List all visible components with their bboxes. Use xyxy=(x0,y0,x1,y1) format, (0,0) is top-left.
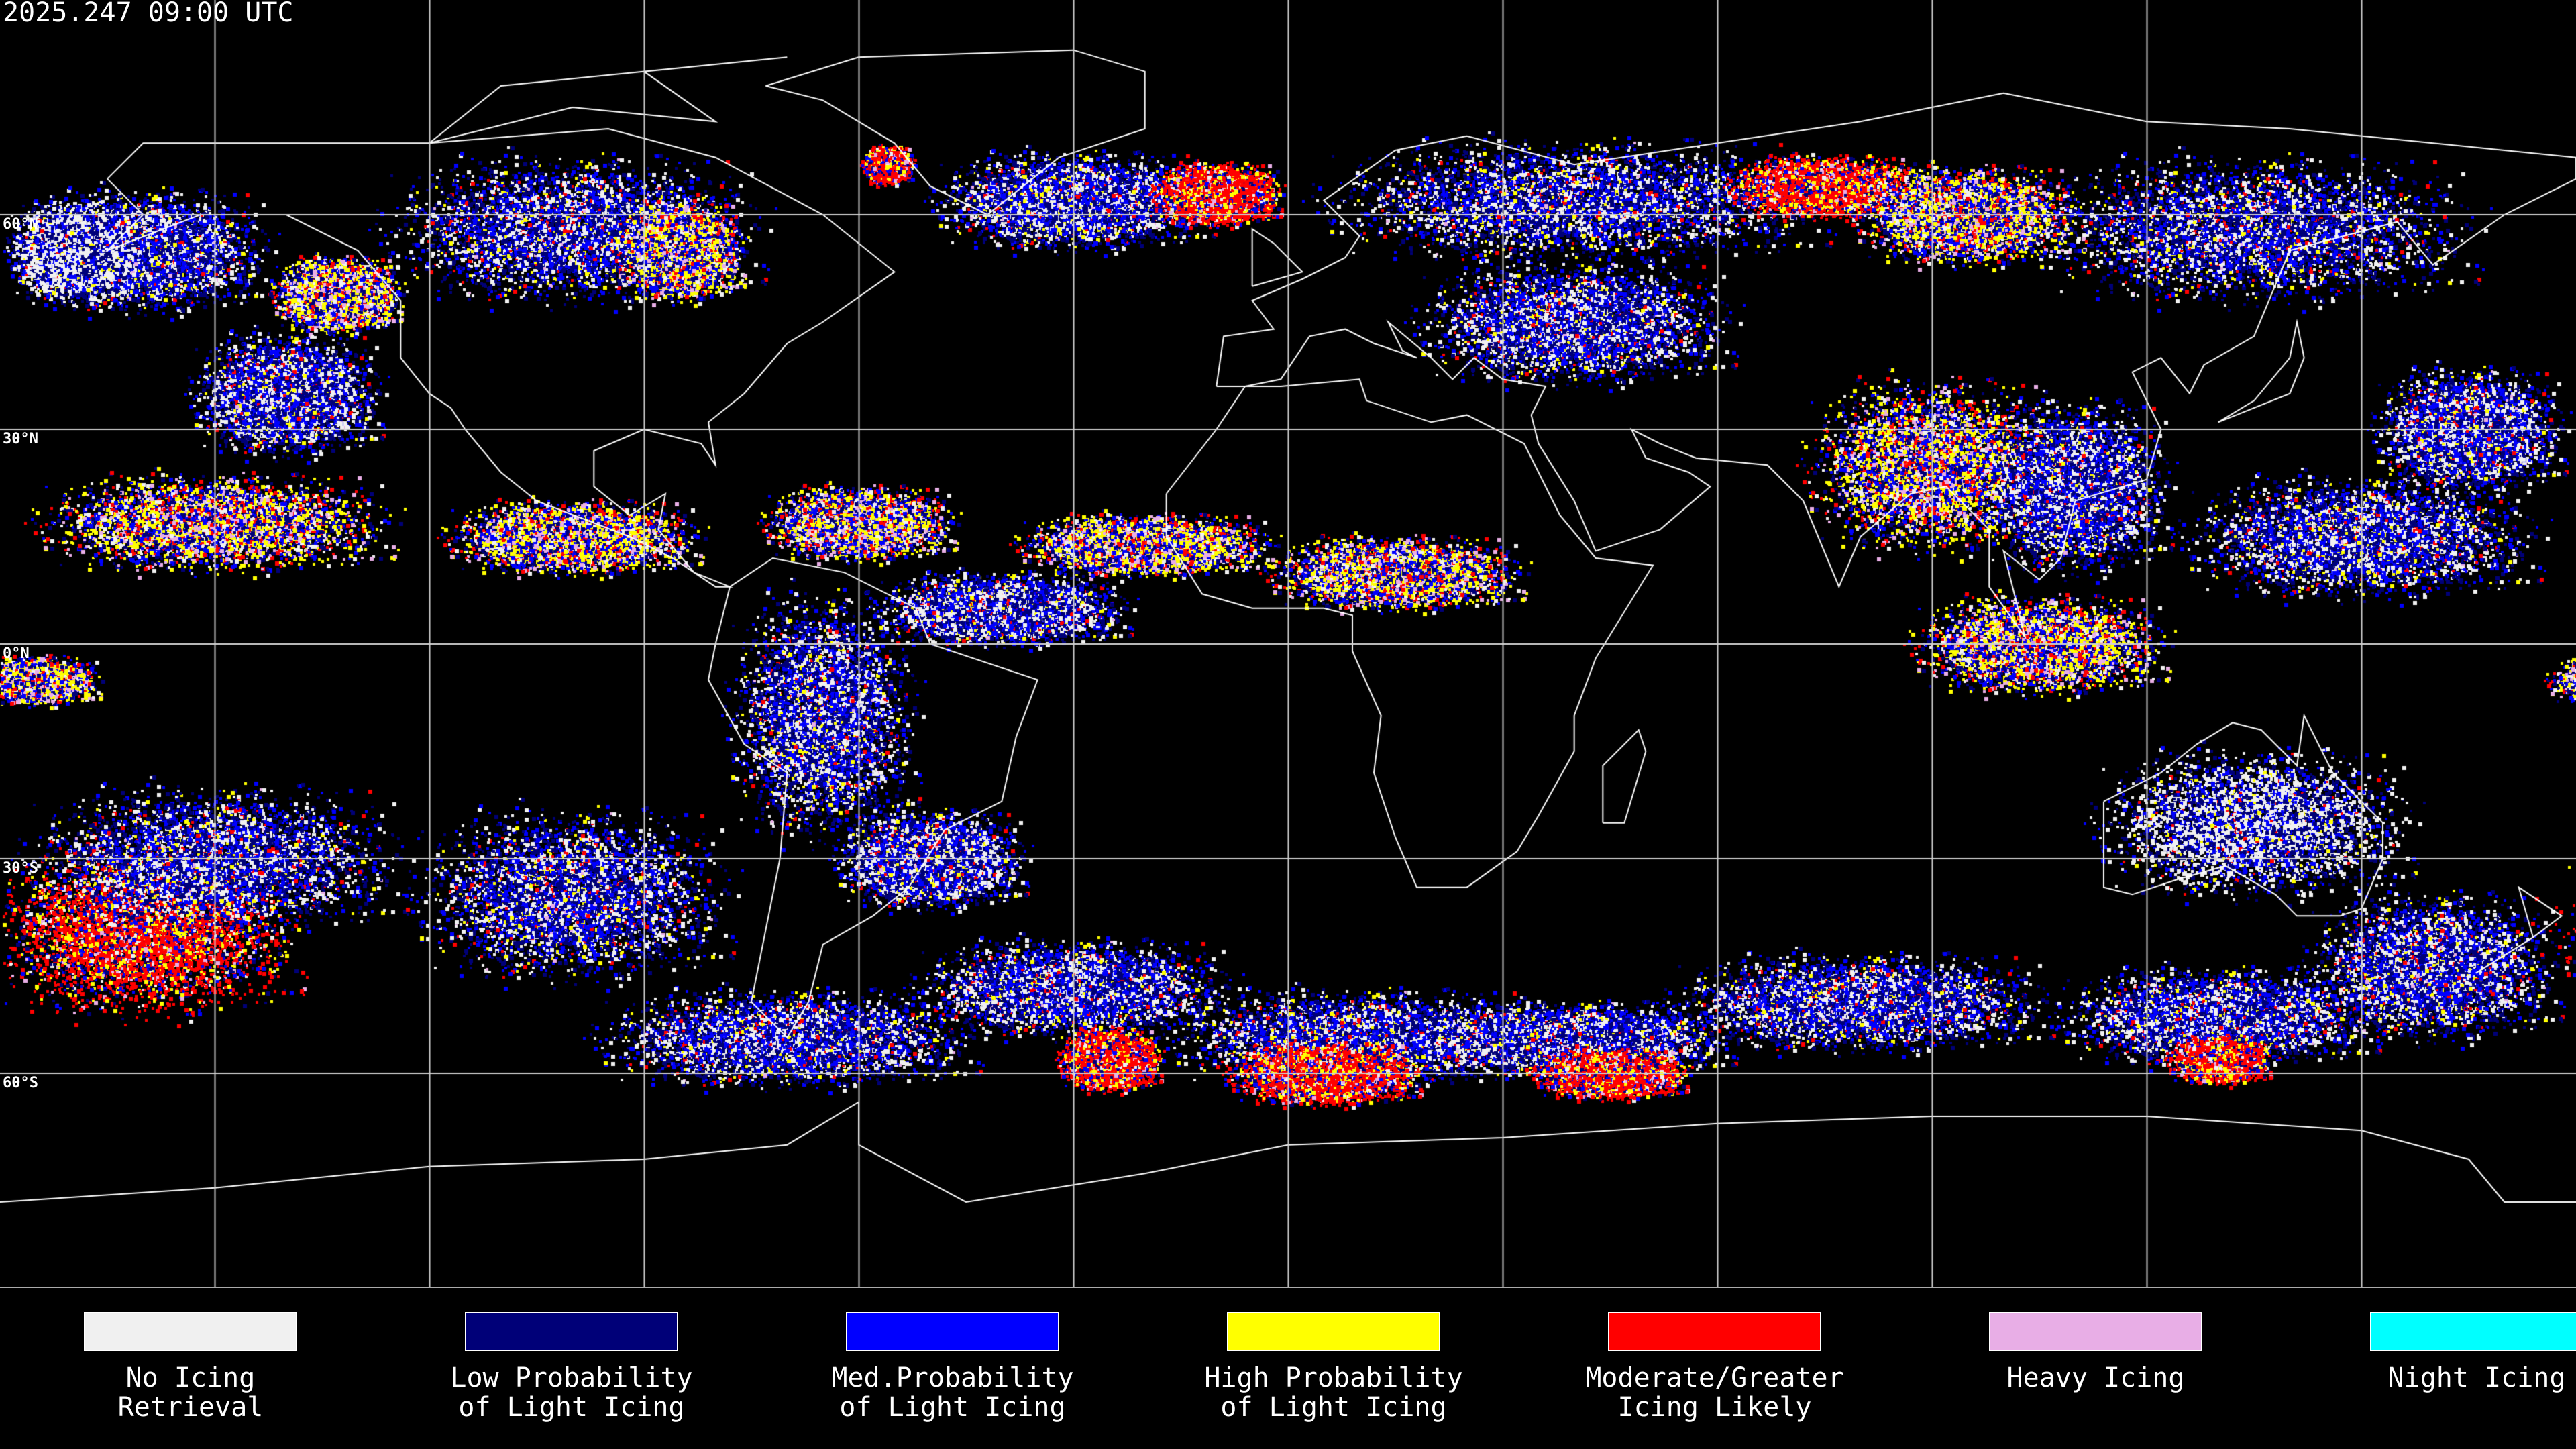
legend-label: High Probability of Light Icing xyxy=(1204,1362,1463,1423)
legend: No Icing Retrieval Low Probability of Li… xyxy=(0,1288,2576,1449)
legend-swatch xyxy=(1227,1312,1440,1351)
lat-label-30n: 30°N xyxy=(3,431,38,447)
lat-label-60s: 60°S xyxy=(3,1075,38,1091)
legend-item-moderate-greater: Moderate/Greater Icing Likely xyxy=(1524,1312,1905,1422)
legend-swatch xyxy=(1989,1312,2202,1351)
timestamp-title: 2025.247 09:00 UTC xyxy=(3,0,294,28)
lat-label-0n: 0°N xyxy=(3,645,30,662)
legend-label: No Icing Retrieval xyxy=(117,1362,264,1423)
legend-swatch xyxy=(2370,1312,2576,1351)
legend-swatch xyxy=(1608,1312,1821,1351)
icing-map: 2025.247 09:00 UTC 60°N 30°N 0°N 30°S 60… xyxy=(0,0,2576,1288)
legend-label: Moderate/Greater Icing Likely xyxy=(1585,1362,1844,1423)
legend-swatch xyxy=(84,1312,297,1351)
legend-label: Low Probability of Light Icing xyxy=(450,1362,693,1423)
legend-item-no-icing: No Icing Retrieval xyxy=(0,1312,381,1422)
legend-swatch xyxy=(846,1312,1059,1351)
legend-label: Heavy Icing xyxy=(2006,1362,2185,1393)
legend-label: Night Icing xyxy=(2387,1362,2566,1393)
icing-map-canvas xyxy=(0,0,2576,1288)
legend-item-low-probability: Low Probability of Light Icing xyxy=(381,1312,762,1422)
legend-label: Med.Probability of Light Icing xyxy=(831,1362,1074,1423)
legend-item-heavy-icing: Heavy Icing xyxy=(1905,1312,2286,1393)
legend-item-night-icing: Night Icing xyxy=(2286,1312,2576,1393)
map-border xyxy=(0,1287,2576,1288)
legend-swatch xyxy=(465,1312,678,1351)
legend-item-med-probability: Med.Probability of Light Icing xyxy=(762,1312,1143,1422)
lat-label-60n: 60°N xyxy=(3,216,38,233)
legend-item-high-probability: High Probability of Light Icing xyxy=(1143,1312,1524,1422)
lat-label-30s: 30°S xyxy=(3,860,38,877)
